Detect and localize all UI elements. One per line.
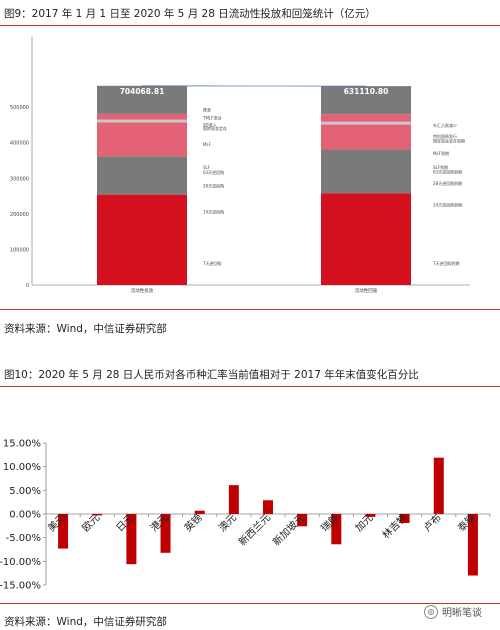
x-category-label: 澳元 (216, 511, 239, 534)
fx-bar (297, 514, 308, 527)
stack-segment (97, 156, 187, 195)
left-series-label: 降准 (203, 106, 211, 112)
stack-segment (321, 121, 411, 125)
figure10-top-rule (0, 386, 500, 387)
figure10-source: 资料来源：Wind，中信证券研究部 (4, 616, 167, 628)
stack-segment (321, 114, 411, 122)
fx-bar (160, 514, 171, 553)
figure9-source: 资料来源：Wind，中信证券研究部 (4, 323, 167, 335)
right-series-label: 63天逆回购到期 (433, 168, 462, 174)
stack-segment (321, 149, 411, 194)
left-series-label: SD准入 (203, 121, 217, 127)
bar-total-label: 704068.81 (120, 87, 165, 96)
wechat-icon: ◎ (424, 604, 438, 619)
left-series-label: SLF (203, 165, 211, 170)
right-series-label: 国库现金定存到期 (433, 137, 465, 143)
y-tick-label: 400000 (10, 141, 29, 147)
left-series-label: MLF (203, 142, 212, 147)
right-series-label: MLF到期 (433, 150, 449, 156)
watermark: ◎ 明晰笔谈 (424, 604, 482, 619)
left-series-label: 7天逆回购 (203, 260, 222, 266)
bar-total-label: 631110.80 (344, 87, 389, 96)
fx-bar (467, 514, 478, 576)
stack-segment (97, 122, 187, 157)
y-tick-label: 0 (26, 283, 29, 289)
liquidity-stacked-chart: 0 100000 200000 300000 400000 500000 704068.81… (10, 36, 470, 294)
figure9-top-rule (0, 25, 500, 26)
stack-segment (97, 194, 187, 285)
left-series-label: 国库现金定存 (203, 125, 227, 131)
stack-segment (321, 124, 411, 150)
figure9-bottom-rule (0, 309, 500, 310)
x-category-label: 卢布 (421, 511, 444, 534)
fx-bar (263, 500, 273, 514)
y-tick-label: 500000 (10, 105, 29, 111)
left-series-label: 28天逆回购 (203, 183, 224, 189)
figure9-title: 图9：2017 年 1 月 1 日至 2020 年 5 月 28 日流动性投放和… (4, 8, 376, 20)
right-series-label: SLF到期 (433, 164, 448, 170)
right-series-label: 特别国债发行 (433, 133, 457, 139)
fx-bar (331, 514, 342, 545)
fx-bar (365, 514, 376, 517)
watermark-text: 明晰笔谈 (442, 608, 482, 619)
y-tick-label: -10.00% (0, 557, 41, 568)
left-series-label: 63天逆回购 (203, 169, 224, 175)
x-category-label: 流动性投放 (131, 287, 154, 294)
fx-bar (92, 514, 103, 516)
fx-bar (126, 514, 137, 565)
y-tick-label: 100000 (10, 247, 29, 253)
y-tick-label: 300000 (10, 176, 29, 182)
stack-segment (97, 113, 187, 120)
x-category-label: 新西兰元 (236, 511, 273, 548)
x-category-label: 流动性回笼 (355, 287, 378, 294)
stack-segment (97, 85, 187, 114)
figure10-bottom-rule (0, 603, 500, 604)
y-tick-label: 10.00% (3, 462, 41, 473)
right-series-label: 7天逆回购到期 (433, 260, 460, 266)
fx-bar (433, 457, 444, 514)
x-category-label: 英镑 (181, 511, 204, 534)
right-series-label: 28天逆回购到期 (433, 180, 462, 186)
right-series-label: 14天逆回购到期 (433, 201, 462, 207)
fx-bar (228, 485, 239, 514)
left-series-label: TMLF流动 (202, 114, 221, 120)
fx-bar (58, 514, 69, 549)
y-tick-label: 5.00% (9, 486, 41, 497)
fx-bar (399, 514, 410, 523)
stack-segment (321, 193, 411, 285)
y-tick-label: -5.00% (6, 533, 41, 544)
y-tick-label: 0.00% (9, 510, 41, 521)
fx-change-chart: 15.00% 10.00% 5.00% 0.00% -5.00% -10.00% -15.0… (0, 439, 491, 592)
fx-bar (194, 510, 205, 514)
x-category-label: 新加坡元 (270, 511, 307, 548)
stack-segment (321, 86, 411, 115)
left-series-label: 14天逆回购 (203, 209, 224, 215)
figure10-title: 图10：2020 年 5 月 28 日人民币对各币种汇率当前值相对于 2017 … (4, 369, 419, 381)
y-tick-label: 15.00% (3, 439, 41, 450)
right-series-label: 外汇占款减少 (433, 122, 457, 128)
y-tick-label: -15.00% (0, 581, 41, 592)
y-tick-label: 200000 (10, 212, 29, 218)
stack-segment (97, 119, 187, 123)
